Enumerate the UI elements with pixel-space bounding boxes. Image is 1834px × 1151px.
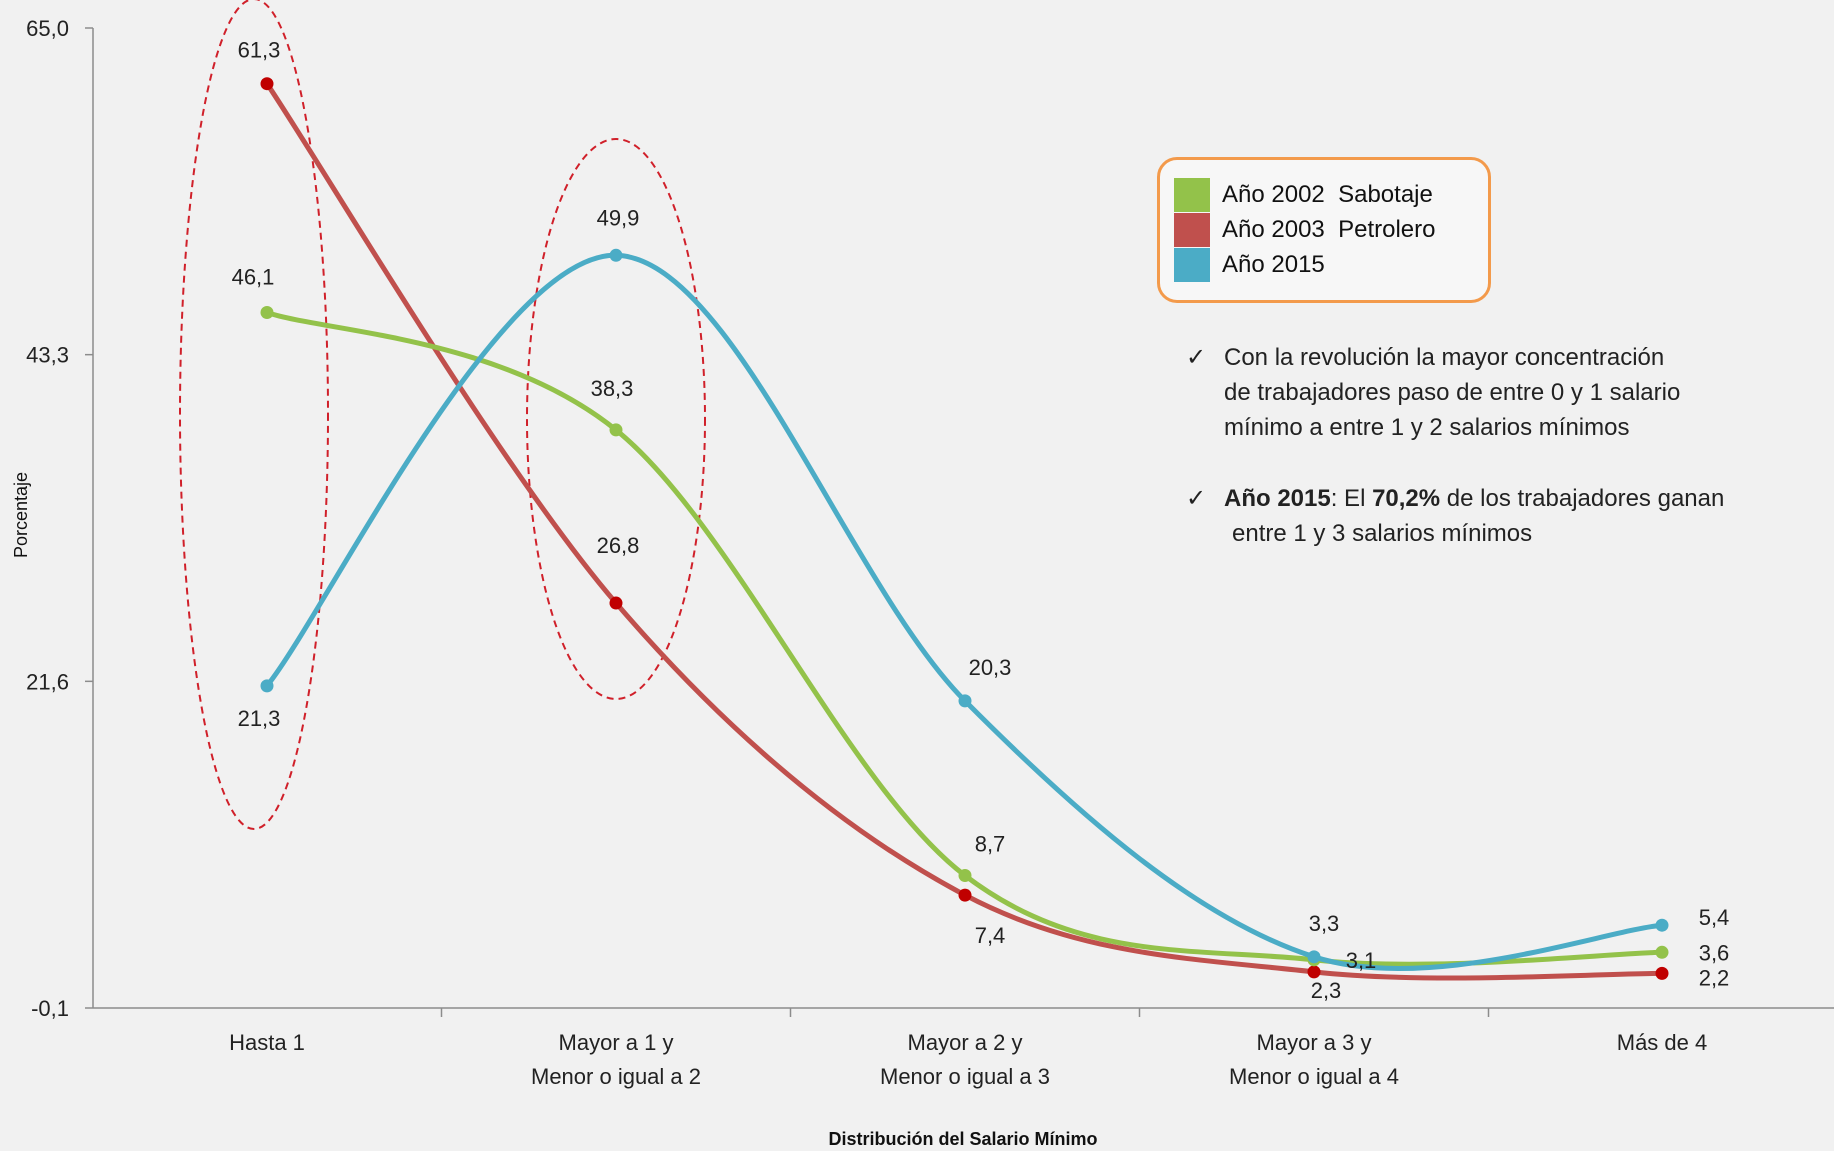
data-label-2002: 38,3	[591, 376, 634, 401]
highlight-oval-mayor-1	[526, 138, 706, 700]
data-label-2003: 26,8	[597, 533, 640, 558]
note2-bold-percent: 70,2%	[1372, 485, 1441, 512]
data-point-2015	[1307, 950, 1321, 964]
x-tick-label: Menor o igual a 3	[880, 1064, 1050, 1089]
x-axis-title: Distribución del Salario Mínimo	[828, 1129, 1097, 1149]
data-label-2003: 7,4	[975, 923, 1006, 948]
data-point-2003	[609, 596, 623, 610]
x-tick-label: Mayor a 2 y	[908, 1030, 1023, 1055]
note2-text1: : El	[1330, 485, 1373, 512]
data-labels: 61,3 26,8 7,4 2,3 2,2 46,1 38,3 8,7 3,1 3,6 21,3 49…	[232, 38, 1730, 1003]
data-label-2003: 61,3	[238, 38, 281, 63]
series-line-2002	[264, 310, 1665, 967]
series-lines	[260, 77, 1669, 981]
data-point-2015	[1655, 918, 1669, 932]
data-point-2015	[958, 694, 972, 708]
data-label-2002: 8,7	[975, 832, 1006, 857]
data-label-2015: 21,3	[238, 706, 281, 731]
legend-item-2003: Año 2003 Petrolero	[1174, 213, 1435, 247]
notes: ✓ Con la revolución la mayor concentraci…	[1186, 340, 1806, 551]
data-label-2002: 46,1	[232, 265, 275, 290]
x-tick-label: Más de 4	[1617, 1030, 1708, 1055]
note2-line2: entre 1 y 3 salarios mínimos	[1232, 520, 1533, 547]
legend: Año 2002 Sabotaje Año 2003 Petrolero Año…	[1157, 157, 1491, 303]
x-tick-label: Mayor a 3 y	[1257, 1030, 1372, 1055]
note1-line3: mínimo a entre 1 y 2 salarios mínimos	[1224, 414, 1630, 441]
data-point-2003	[958, 888, 972, 902]
check-icon: ✓	[1186, 344, 1207, 371]
data-label-2003: 2,3	[1311, 978, 1342, 1003]
note2-bold-year: Año 2015	[1224, 485, 1331, 512]
legend-item-2002: Año 2002 Sabotaje	[1174, 178, 1433, 212]
x-tick-label: Mayor a 1 y	[559, 1030, 674, 1055]
data-point-2002	[958, 869, 972, 883]
highlight-ovals	[179, 0, 706, 830]
data-point-2003	[260, 77, 274, 91]
data-point-2015	[260, 679, 274, 693]
data-label-2003: 2,2	[1699, 965, 1730, 990]
legend-label-2015: Año 2015	[1222, 251, 1325, 278]
legend-label-2003: Año 2003 Petrolero	[1222, 216, 1436, 243]
y-tick-label: -0,1	[31, 996, 69, 1021]
y-tick-label: 21,6	[26, 669, 69, 694]
axes: 65,0 43,3 21,6 -0,1 Hasta 1 Mayor a 1 y Menor …	[11, 16, 1834, 1149]
y-tick-label: 43,3	[26, 343, 69, 368]
y-axis-title: Porcentaje	[11, 472, 31, 558]
data-label-2002: 3,6	[1699, 940, 1730, 965]
series-line-2003	[264, 81, 1665, 981]
note1-line1: Con la revolución la mayor concentración	[1224, 344, 1665, 371]
y-tick-label: 65,0	[26, 16, 69, 41]
legend-swatch-2003	[1174, 213, 1210, 247]
x-tick-label: Menor o igual a 4	[1229, 1064, 1399, 1089]
data-label-2015: 49,9	[597, 205, 640, 230]
legend-swatch-2002	[1174, 178, 1210, 212]
note1-line2: de trabajadores paso de entre 0 y 1 sala…	[1224, 379, 1681, 406]
data-point-2002	[1655, 945, 1669, 959]
series-line-2015	[264, 252, 1665, 971]
data-point-2002	[609, 423, 623, 437]
x-tick-label: Menor o igual a 2	[531, 1064, 701, 1089]
data-label-2015: 3,3	[1309, 911, 1340, 936]
legend-swatch-2015	[1174, 248, 1210, 282]
data-point-2002	[260, 306, 274, 320]
note2-line1: Año 2015: El 70,2% de los trabajadores g…	[1224, 481, 1806, 516]
data-label-2015: 20,3	[969, 655, 1012, 680]
data-point-2003	[1307, 965, 1321, 979]
data-point-2003	[1655, 966, 1669, 980]
x-tick-label: Hasta 1	[229, 1030, 305, 1055]
data-point-2015	[609, 248, 623, 262]
legend-label-2002: Año 2002 Sabotaje	[1222, 181, 1433, 208]
note2-text2: de los trabajadores ganan	[1440, 485, 1725, 512]
note-revolution: ✓ Con la revolución la mayor concentraci…	[1186, 340, 1806, 445]
highlight-oval-hasta-1	[179, 0, 329, 830]
check-icon: ✓	[1186, 485, 1207, 512]
data-label-2015: 5,4	[1699, 905, 1730, 930]
legend-item-2015: Año 2015	[1174, 248, 1325, 282]
note-2015: ✓ Año 2015: El 70,2% de los trabajadores…	[1186, 481, 1806, 551]
data-label-2002: 3,1	[1346, 948, 1377, 973]
